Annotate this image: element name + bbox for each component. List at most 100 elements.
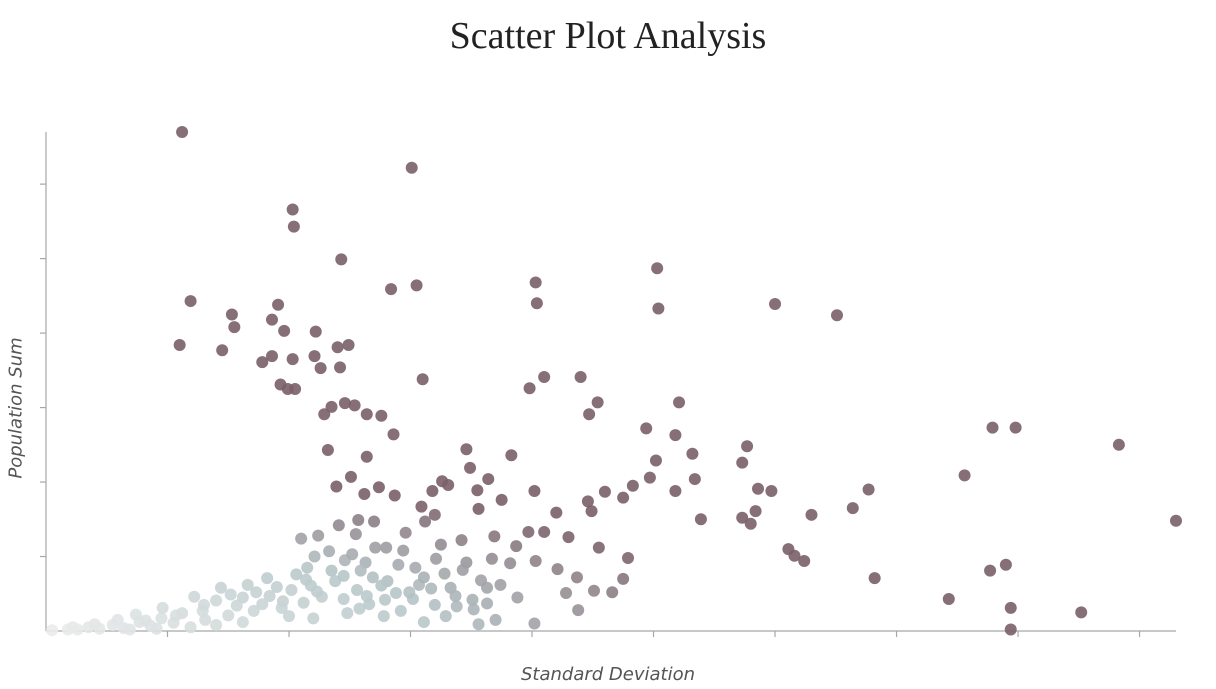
data-point [261, 572, 274, 585]
data-point [325, 564, 338, 577]
data-point [310, 585, 323, 598]
data-point [170, 609, 183, 622]
data-point [308, 350, 321, 363]
data-point [275, 601, 288, 614]
data-point [528, 484, 541, 497]
data-point [471, 484, 484, 497]
data-point [419, 515, 432, 528]
data-point [788, 549, 801, 562]
data-point [984, 564, 997, 577]
data-point [626, 479, 639, 492]
data-point [482, 473, 495, 486]
data-point [379, 593, 391, 606]
data-point [287, 220, 300, 233]
data-point [321, 444, 334, 457]
data-point [250, 586, 263, 599]
data-point [283, 610, 296, 623]
data-point [332, 519, 345, 532]
data-point [1004, 623, 1017, 636]
data-point [489, 613, 502, 626]
data-point [622, 552, 635, 565]
data-point [688, 473, 701, 486]
data-point [649, 454, 662, 467]
data-point [358, 487, 371, 500]
data-point [123, 623, 136, 636]
data-point [1170, 514, 1182, 527]
data-point [652, 302, 665, 315]
data-point [388, 489, 401, 502]
data-point [341, 607, 354, 620]
data-point [551, 563, 564, 576]
data-point [868, 572, 881, 585]
data-point [247, 604, 260, 617]
data-point [360, 450, 373, 463]
data-point [335, 253, 348, 266]
data-point [617, 572, 630, 585]
data-point [686, 447, 699, 460]
data-point [617, 491, 630, 504]
data-point [529, 276, 542, 289]
data-point [741, 440, 754, 453]
data-point [425, 582, 438, 595]
data-point [331, 341, 344, 354]
data-point [360, 408, 373, 421]
data-point [1075, 606, 1088, 619]
data-point [417, 571, 430, 584]
data-point [522, 525, 535, 538]
data-point [736, 456, 749, 469]
data-point [538, 525, 551, 538]
data-point [436, 475, 449, 488]
data-point [385, 283, 398, 296]
data-point [466, 593, 479, 606]
data-point [392, 558, 405, 571]
data-point [673, 396, 686, 409]
data-point [749, 505, 762, 518]
data-point [570, 571, 583, 584]
data-point [301, 561, 314, 574]
data-point [415, 500, 428, 513]
data-point [504, 557, 517, 570]
data-point [846, 502, 859, 515]
data-point [430, 552, 443, 565]
data-point [805, 508, 818, 521]
data-point [348, 399, 361, 412]
data-point [394, 604, 407, 617]
data-point [428, 598, 441, 611]
data-point [999, 558, 1012, 571]
data-point [88, 618, 101, 631]
data-point [278, 324, 291, 337]
data-point [426, 484, 439, 497]
data-point [150, 622, 163, 635]
data-point [511, 591, 524, 604]
data-point [197, 598, 210, 611]
data-point [286, 353, 299, 366]
data-point [510, 540, 523, 553]
data-point [464, 461, 477, 474]
data-point [574, 371, 587, 384]
data-point [222, 609, 235, 622]
data-point [409, 561, 422, 574]
data-points [46, 126, 1182, 637]
data-point [375, 579, 388, 592]
data-point [562, 531, 575, 544]
data-point [214, 581, 227, 594]
data-point [210, 594, 223, 607]
data-point [560, 587, 573, 600]
data-point [210, 619, 223, 632]
data-point [538, 371, 551, 384]
data-point [266, 313, 278, 326]
data-point [308, 550, 321, 563]
data-point [606, 586, 619, 599]
data-point [640, 422, 653, 435]
data-point [481, 597, 494, 610]
data-point [225, 308, 238, 321]
data-point [366, 571, 379, 584]
data-point [591, 396, 604, 409]
data-point [241, 578, 254, 591]
data-point [297, 596, 310, 609]
data-point [467, 603, 480, 616]
data-point [410, 279, 423, 292]
data-point [752, 482, 765, 495]
